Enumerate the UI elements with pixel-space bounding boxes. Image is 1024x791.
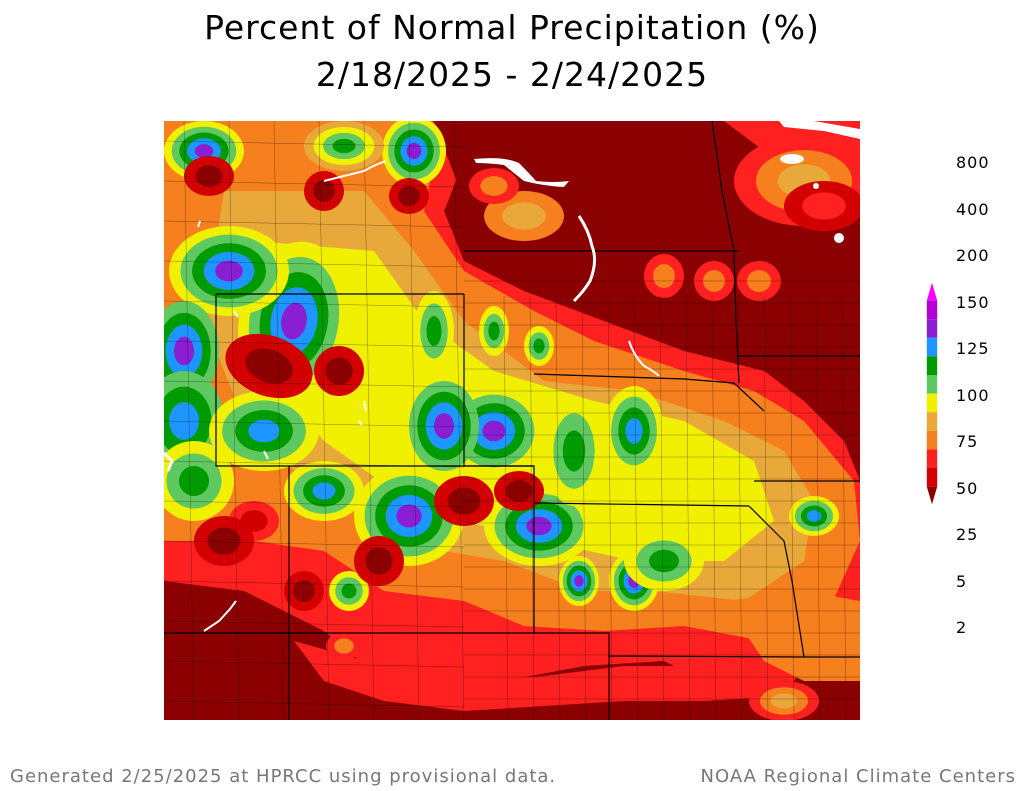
legend-swatch bbox=[926, 412, 938, 431]
legend-label: 50 bbox=[956, 478, 979, 498]
legend-swatch bbox=[926, 375, 938, 394]
legend-label: 100 bbox=[956, 385, 990, 405]
legend-label: 75 bbox=[956, 432, 979, 451]
legend-swatch bbox=[926, 486, 938, 505]
legend-swatch bbox=[926, 430, 938, 450]
legend-swatch bbox=[926, 337, 938, 357]
precipitation-contours bbox=[164, 121, 860, 720]
legend-label: 2 bbox=[956, 618, 968, 637]
legend-swatch bbox=[926, 319, 938, 338]
legend-label: 800 bbox=[956, 153, 990, 172]
legend-swatch bbox=[926, 282, 938, 301]
legend-label: 200 bbox=[956, 246, 990, 265]
water-bodies bbox=[164, 121, 860, 632]
legend-swatch bbox=[926, 393, 938, 413]
legend-label: 400 bbox=[956, 199, 990, 219]
precipitation-map bbox=[164, 121, 860, 720]
legend-swatch bbox=[926, 449, 938, 468]
legend-swatch bbox=[926, 356, 938, 375]
county-boundaries bbox=[164, 121, 860, 720]
legend-swatch bbox=[926, 300, 938, 320]
legend bbox=[926, 282, 938, 505]
legend-label: 25 bbox=[956, 525, 979, 544]
agency-credit: NOAA Regional Climate Centers bbox=[700, 766, 1016, 787]
map-date-range: 2/18/2025 - 2/24/2025 bbox=[315, 55, 709, 94]
legend-label: 125 bbox=[956, 339, 990, 358]
legend-swatch bbox=[926, 468, 938, 487]
generation-note: Generated 2/25/2025 at HPRCC using provi… bbox=[10, 766, 557, 787]
legend-label: 5 bbox=[956, 571, 968, 591]
legend-label: 150 bbox=[956, 292, 990, 312]
state-boundaries bbox=[164, 121, 860, 720]
map-title: Percent of Normal Precipitation (%) bbox=[204, 8, 820, 47]
